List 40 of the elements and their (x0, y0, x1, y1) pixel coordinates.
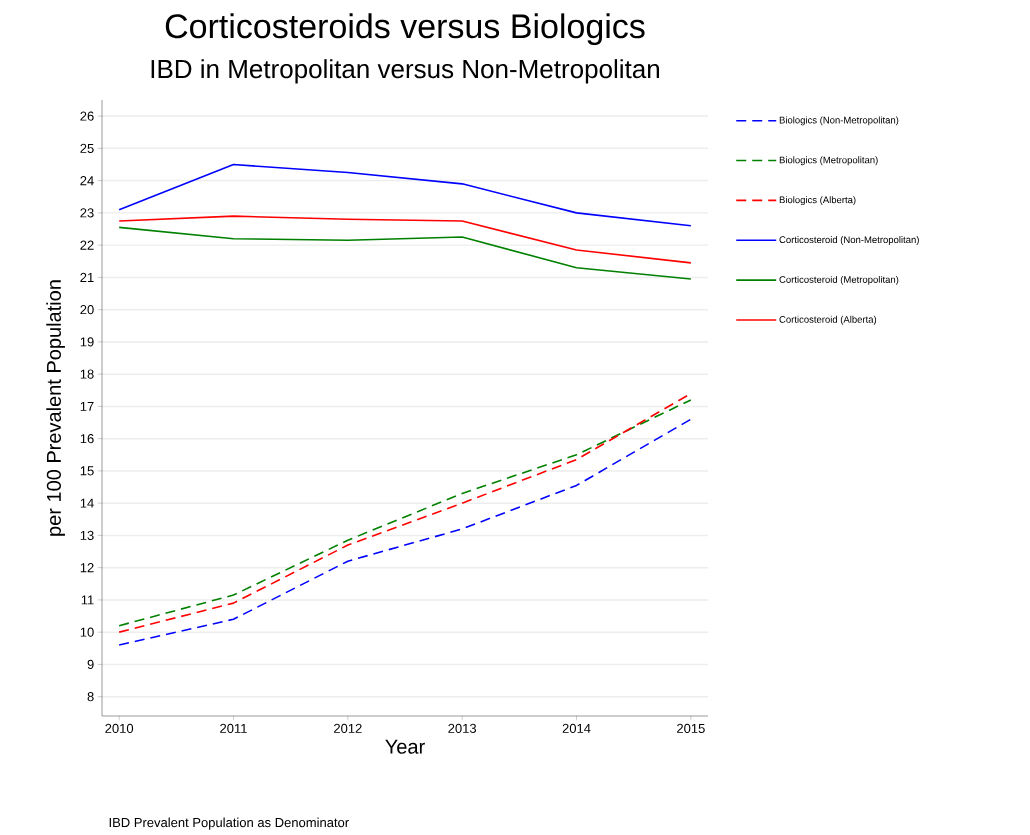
y-tick-label: 16 (80, 434, 94, 444)
text: IBD Prevalent Population as Denominator (109, 817, 349, 830)
legend-label: Biologics (Alberta) (779, 196, 856, 206)
y-axis-title: per 100 Prevalent Population (46, 280, 65, 536)
y-tick-label: 8 (87, 692, 94, 702)
line-series (118, 418, 692, 646)
y-tick-label: 9 (87, 659, 94, 669)
legend-label: Corticosteroid (Alberta) (779, 315, 877, 325)
x-tick-label: 2014 (562, 723, 591, 733)
chart-title: Corticosteroids versus Biologics (165, 13, 645, 46)
x-tick-label: 2011 (220, 723, 247, 733)
legend-label: Biologics (Metropolitan) (779, 156, 878, 166)
y-tick-label: 26 (80, 111, 94, 121)
x-tick-label: 2010 (105, 723, 134, 733)
y-tick-label: 10 (80, 627, 94, 637)
line-series (118, 163, 692, 227)
y-tick-label: 20 (80, 305, 94, 315)
y-tick-label: 15 (80, 466, 94, 476)
y-tick-label: 25 (80, 143, 94, 153)
chart-subtitle: IBD in Metropolitan versus Non-Metropolitan (151, 59, 659, 84)
y-tick-label: 17 (80, 401, 94, 411)
line-series (118, 215, 692, 264)
legend-label: Corticosteroid (Metropolitan) (779, 275, 899, 285)
line-series (118, 226, 692, 280)
y-tick-label: 22 (80, 240, 94, 250)
y-tick-label: 24 (80, 176, 94, 186)
y-tick-label: 13 (80, 530, 94, 540)
y-tick-label: 23 (80, 208, 94, 218)
y-tick-label: 14 (80, 498, 94, 508)
y-tick-label: 19 (80, 337, 94, 347)
y-tick-label: 11 (81, 595, 94, 605)
x-tick-label: 2015 (677, 723, 705, 733)
x-axis-title: Year (385, 739, 425, 754)
y-tick-label: 21 (80, 272, 94, 282)
x-tick-label: 2012 (334, 723, 362, 733)
legend-label: Corticosteroid (Non-Metropolitan) (779, 236, 919, 245)
y-tick-label: 18 (80, 369, 94, 379)
x-tick-label: 2013 (448, 723, 477, 733)
legend-label: Biologics (Non-Metropolitan) (779, 116, 899, 126)
y-tick-label: 12 (80, 563, 94, 573)
